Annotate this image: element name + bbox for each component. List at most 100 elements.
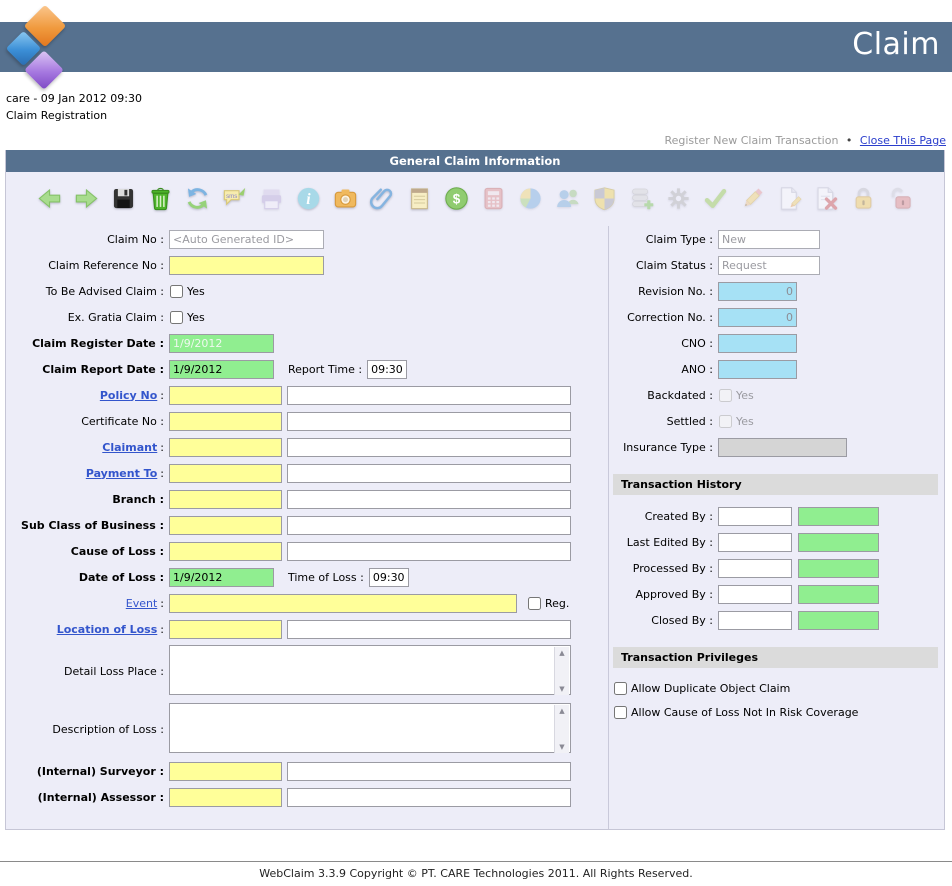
photo-icon[interactable] xyxy=(332,185,359,212)
payment-to-link[interactable]: Payment To xyxy=(85,466,158,480)
location-of-loss-desc-input[interactable] xyxy=(287,619,571,639)
claimant-link[interactable]: Claimant xyxy=(102,440,158,454)
notes-icon[interactable] xyxy=(406,185,433,212)
claim-reference-no-input[interactable] xyxy=(169,255,324,275)
attachment-icon[interactable] xyxy=(369,185,396,212)
event-reg-label: Reg. xyxy=(545,596,570,610)
detail-loss-place-label: Detail Loss Place : xyxy=(64,664,164,678)
settled-label: Settled : xyxy=(666,414,713,428)
correction-no-label: Correction No. : xyxy=(627,310,713,324)
payment-to-desc-input[interactable] xyxy=(287,463,571,483)
toolbar: sms i $ xyxy=(6,172,944,222)
field-row-internal-assessor: (Internal) Assessor : xyxy=(6,784,608,810)
register-new-claim-text: Register New Claim Transaction xyxy=(664,134,839,147)
field-row-backdated: Backdated : Yes xyxy=(613,382,944,408)
policy-no-code-input[interactable] xyxy=(169,385,282,405)
scroll-up-icon[interactable]: ▲ xyxy=(559,706,565,715)
navigate-back-icon[interactable] xyxy=(36,185,63,212)
allow-duplicate-object-claim-checkbox[interactable] xyxy=(614,681,627,695)
location-of-loss-code-input[interactable] xyxy=(169,619,282,639)
info-icon[interactable]: i xyxy=(295,185,322,212)
event-reg-checkbox[interactable] xyxy=(528,596,541,610)
field-row-date-of-loss: Date of Loss : Time of Loss : xyxy=(6,564,608,590)
branch-label: Branch : xyxy=(112,492,164,506)
claim-reference-no-label: Claim Reference No : xyxy=(48,258,164,272)
cause-of-loss-code-input[interactable] xyxy=(169,541,282,561)
internal-surveyor-code-input[interactable] xyxy=(169,761,282,781)
claim-no-label: Claim No : xyxy=(107,232,164,246)
field-row-detail-loss-place: Detail Loss Place : ▲ ▼ xyxy=(6,642,608,700)
branch-code-input[interactable] xyxy=(169,489,282,509)
allow-duplicate-object-claim-label: Allow Duplicate Object Claim xyxy=(631,681,791,695)
lock-icon xyxy=(850,185,877,212)
scroll-down-icon[interactable]: ▼ xyxy=(559,684,565,693)
claimant-code-input[interactable] xyxy=(169,437,282,457)
description-of-loss-textarea[interactable] xyxy=(169,702,571,753)
field-row-claim-report-date: Claim Report Date : Report Time : xyxy=(6,356,608,382)
claim-report-date-input[interactable] xyxy=(169,359,274,379)
scroll-down-icon[interactable]: ▼ xyxy=(559,742,565,751)
internal-assessor-label: (Internal) Assessor : xyxy=(37,790,164,804)
save-icon[interactable] xyxy=(110,185,137,212)
delete-icon[interactable] xyxy=(147,185,174,212)
panel-title: General Claim Information xyxy=(6,150,944,172)
report-time-input[interactable] xyxy=(367,359,408,379)
field-row-claim-reference-no: Claim Reference No : xyxy=(6,252,608,278)
scrollbar[interactable]: ▲ ▼ xyxy=(554,704,569,753)
field-row-internal-surveyor: (Internal) Surveyor : xyxy=(6,758,608,784)
internal-assessor-desc-input[interactable] xyxy=(287,787,571,807)
event-link[interactable]: Event xyxy=(125,596,158,610)
allow-cause-of-loss-not-in-risk-checkbox[interactable] xyxy=(614,705,627,719)
policy-no-desc-input[interactable] xyxy=(287,385,571,405)
backdated-checkbox xyxy=(719,388,732,402)
claim-no-input xyxy=(169,229,324,249)
location-of-loss-link[interactable]: Location of Loss xyxy=(56,622,158,636)
scroll-up-icon[interactable]: ▲ xyxy=(559,648,565,657)
chart-pie-icon xyxy=(517,185,544,212)
shield-icon xyxy=(591,185,618,212)
time-of-loss-label: Time of Loss : xyxy=(288,570,364,584)
care-logo xyxy=(5,4,80,94)
field-row-branch: Branch : xyxy=(6,486,608,512)
sub-class-code-input[interactable] xyxy=(169,515,282,535)
time-of-loss-input[interactable] xyxy=(368,567,409,587)
payment-to-code-input[interactable] xyxy=(169,463,282,483)
navigate-forward-icon[interactable] xyxy=(73,185,100,212)
date-of-loss-label: Date of Loss : xyxy=(78,570,164,584)
cause-of-loss-desc-input[interactable] xyxy=(287,541,571,561)
correction-no-input xyxy=(718,307,797,327)
refresh-icon[interactable] xyxy=(184,185,211,212)
policy-no-link[interactable]: Policy No xyxy=(99,388,158,402)
certificate-no-code-input[interactable] xyxy=(169,411,282,431)
ano-input xyxy=(718,359,797,379)
date-of-loss-input[interactable] xyxy=(169,567,274,587)
unlock-icon xyxy=(887,185,914,212)
event-input[interactable] xyxy=(169,593,517,613)
to-be-advised-checkbox[interactable] xyxy=(170,284,183,298)
internal-surveyor-desc-input[interactable] xyxy=(287,761,571,781)
claimant-desc-input[interactable] xyxy=(287,437,571,457)
certificate-no-desc-input[interactable] xyxy=(287,411,571,431)
footer-text: WebClaim 3.3.9 Copyright © PT. CARE Tech… xyxy=(259,867,693,880)
claim-type-input xyxy=(718,229,820,249)
sub-class-desc-input[interactable] xyxy=(287,515,571,535)
internal-assessor-code-input[interactable] xyxy=(169,787,282,807)
app-title: Claim xyxy=(852,27,940,62)
privilege-row-allow-cause-not-in-risk: Allow Cause of Loss Not In Risk Coverage xyxy=(613,700,944,724)
general-claim-panel: General Claim Information sms i $ Claim No… xyxy=(5,150,945,830)
claim-register-date-input xyxy=(169,333,274,353)
backdated-option-label: Yes xyxy=(736,388,754,402)
scrollbar[interactable]: ▲ ▼ xyxy=(554,646,569,695)
processed-by-label: Processed By : xyxy=(632,561,713,575)
approved-by-date-input xyxy=(798,584,879,604)
detail-loss-place-textarea[interactable] xyxy=(169,644,571,695)
history-row-approved-by: Approved By : xyxy=(613,581,944,607)
close-this-page-link[interactable]: Close This Page xyxy=(859,134,946,147)
database-add-icon xyxy=(628,185,655,212)
print-icon xyxy=(258,185,285,212)
branch-desc-input[interactable] xyxy=(287,489,571,509)
ex-gratia-checkbox[interactable] xyxy=(170,310,183,324)
currency-icon[interactable]: $ xyxy=(443,185,470,212)
claim-status-input xyxy=(718,255,820,275)
sms-icon[interactable]: sms xyxy=(221,185,248,212)
